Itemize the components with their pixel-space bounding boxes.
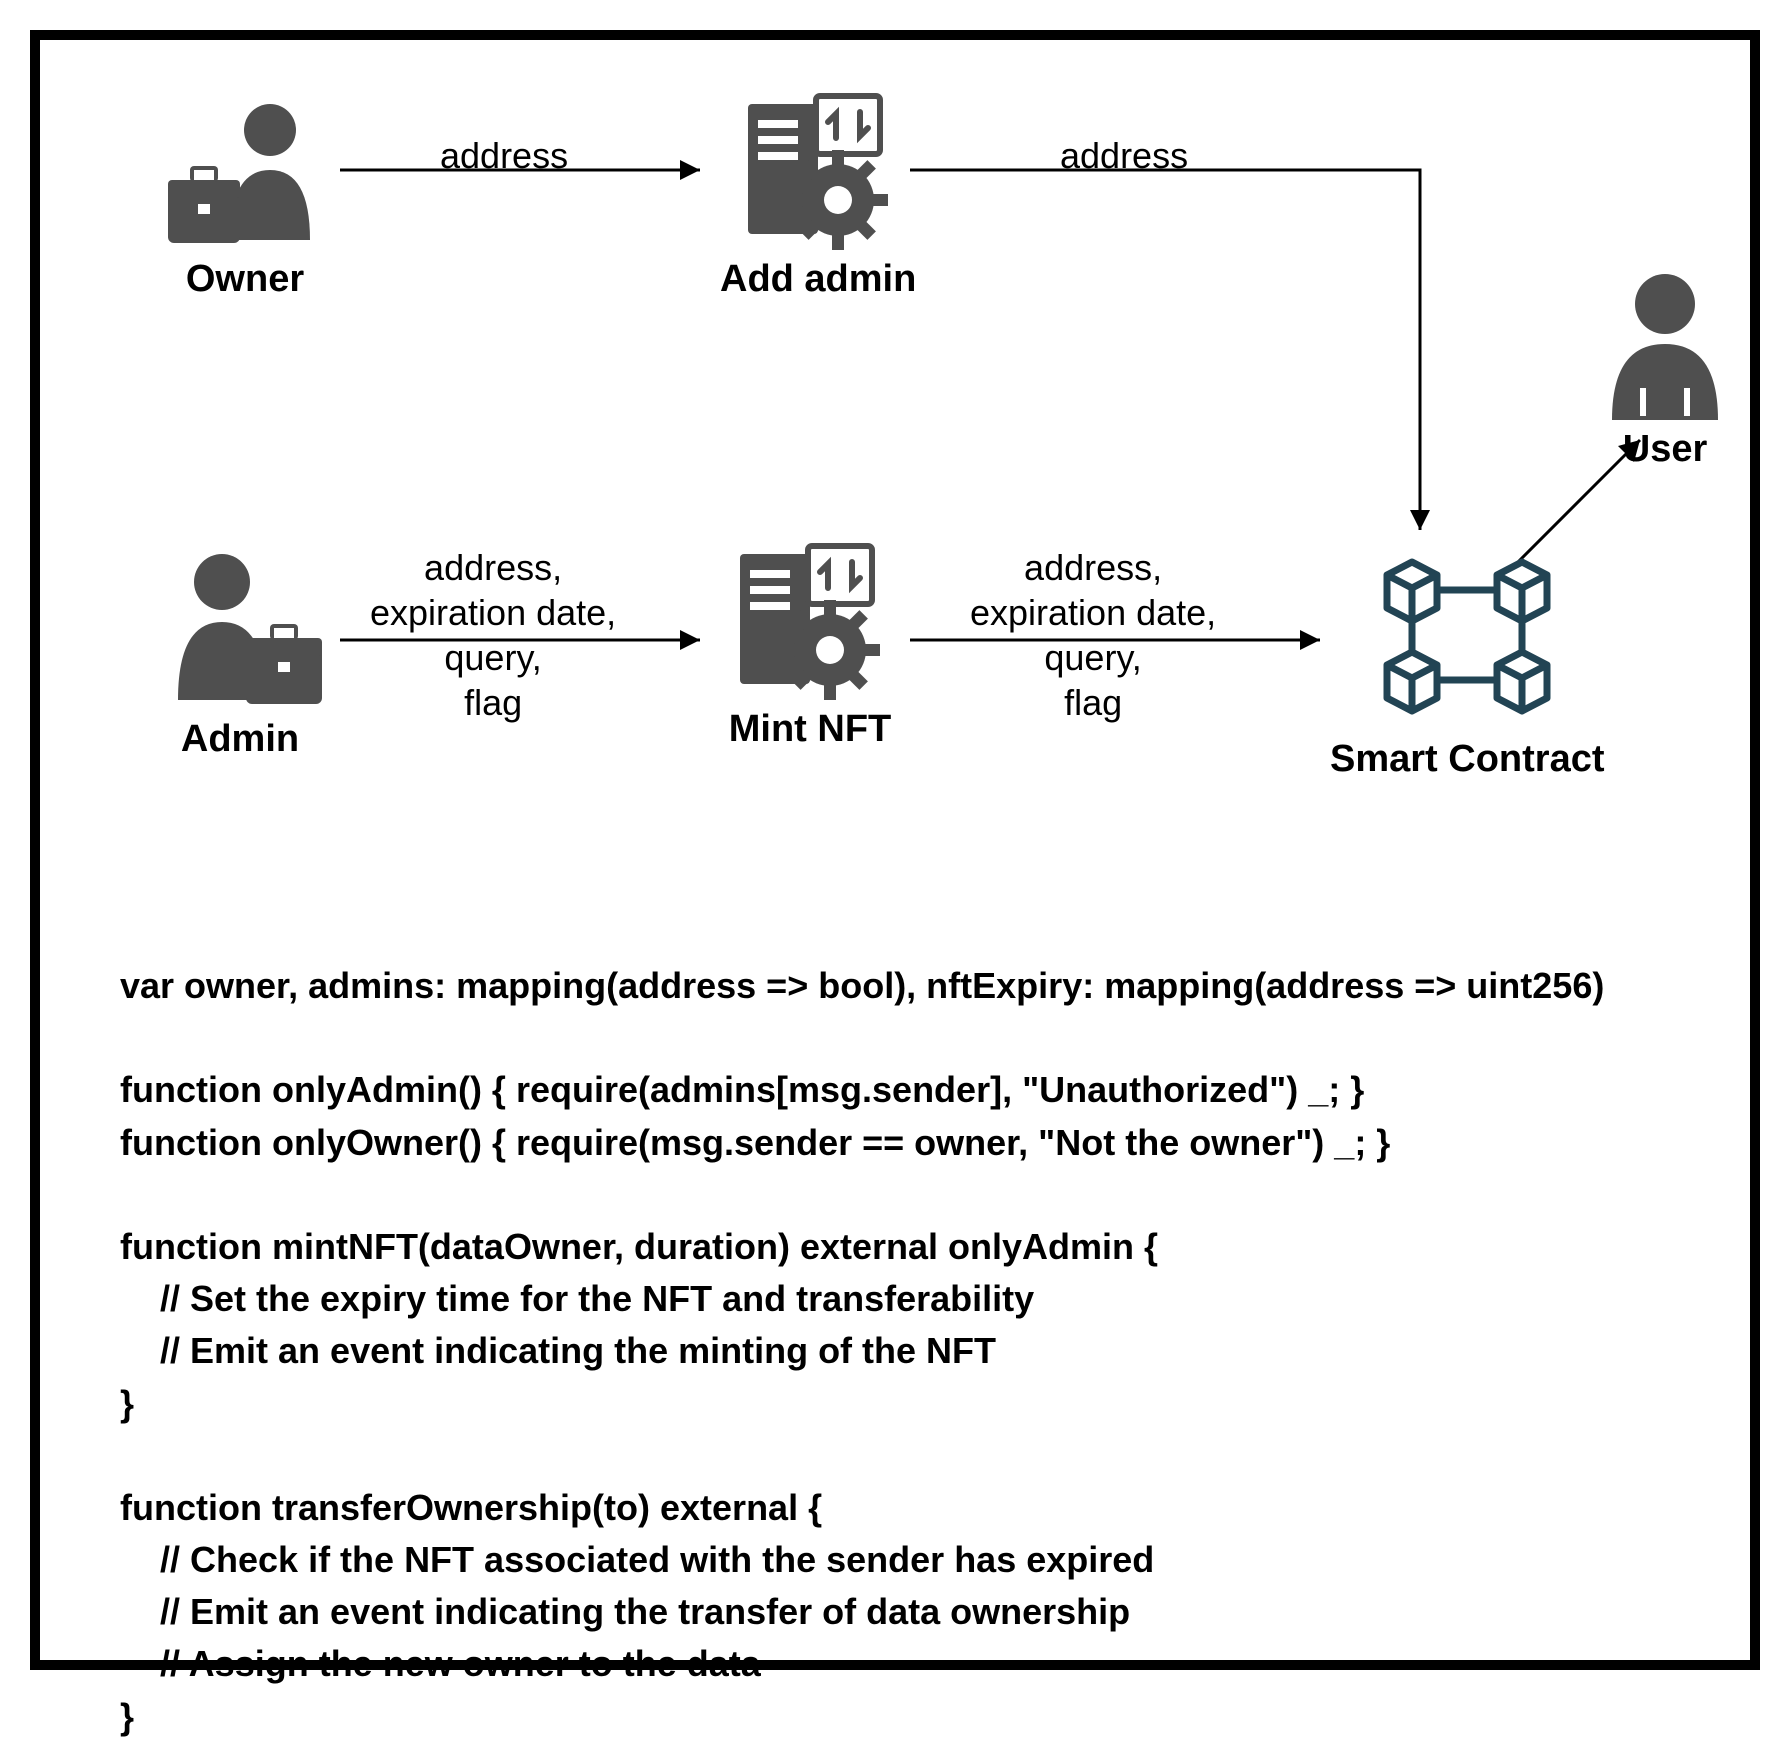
node-contract: Smart Contract	[1330, 540, 1605, 781]
node-admin: Admin	[150, 550, 330, 761]
person-briefcase-icon	[150, 550, 330, 710]
edge-addadmin-contract	[910, 170, 1430, 530]
person-briefcase-icon	[160, 100, 330, 250]
blockchain-icon	[1367, 540, 1567, 730]
edge-label-e1: address	[440, 133, 568, 178]
edge-label-e2: address	[1060, 133, 1188, 178]
node-owner-label: Owner	[186, 258, 304, 301]
diagram-frame: address address address, expiration date…	[30, 30, 1760, 1670]
node-contract-label: Smart Contract	[1330, 738, 1605, 781]
person-icon	[1600, 270, 1730, 420]
server-gear-icon	[728, 90, 908, 250]
diagram-canvas: address address address, expiration date…	[0, 0, 1790, 1699]
node-mintnft: Mint NFT	[720, 540, 900, 751]
edge-label-e3: address, expiration date, query, flag	[370, 545, 616, 725]
node-mintnft-label: Mint NFT	[729, 708, 892, 751]
edge-label-e4: address, expiration date, query, flag	[970, 545, 1216, 725]
node-owner: Owner	[160, 100, 330, 301]
server-gear-icon	[720, 540, 900, 700]
node-user-label: User	[1623, 428, 1708, 471]
node-admin-label: Admin	[181, 718, 299, 761]
node-addadmin-label: Add admin	[720, 258, 916, 301]
code-block: var owner, admins: mapping(address => bo…	[120, 960, 1700, 1743]
node-addadmin: Add admin	[720, 90, 916, 301]
node-user: User	[1600, 270, 1730, 471]
